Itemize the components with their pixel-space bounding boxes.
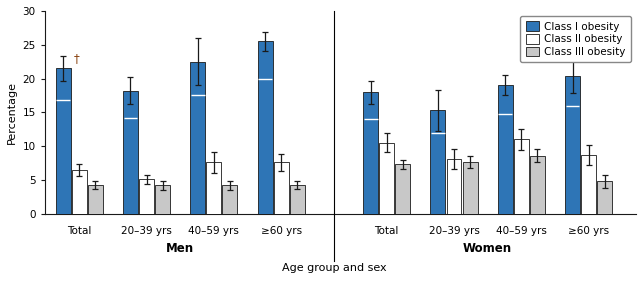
Text: 40–59 yrs: 40–59 yrs xyxy=(188,226,239,236)
Legend: Class I obesity, Class II obesity, Class III obesity: Class I obesity, Class II obesity, Class… xyxy=(520,16,631,62)
Y-axis label: Percentage: Percentage xyxy=(7,81,17,144)
Bar xyxy=(222,185,237,214)
Text: Women: Women xyxy=(463,242,512,255)
Bar xyxy=(462,162,478,214)
Bar xyxy=(597,181,612,214)
Bar xyxy=(72,170,87,214)
Bar xyxy=(430,110,446,214)
Bar xyxy=(274,162,289,214)
Text: 40–59 yrs: 40–59 yrs xyxy=(496,226,547,236)
Bar xyxy=(56,68,71,214)
Text: Men: Men xyxy=(166,242,194,255)
Bar xyxy=(379,143,394,214)
Bar xyxy=(581,155,596,214)
Bar xyxy=(123,91,138,214)
Bar xyxy=(530,156,545,214)
Bar xyxy=(155,185,170,214)
Bar xyxy=(258,41,273,214)
Bar xyxy=(395,165,410,214)
Bar xyxy=(446,159,462,214)
Text: ≥60 yrs: ≥60 yrs xyxy=(568,226,609,236)
Bar xyxy=(290,185,305,214)
Text: 20–39 yrs: 20–39 yrs xyxy=(429,226,480,236)
Text: Total: Total xyxy=(374,226,399,236)
Bar xyxy=(88,185,103,214)
Text: 20–39 yrs: 20–39 yrs xyxy=(121,226,172,236)
Bar xyxy=(139,179,154,214)
Bar xyxy=(363,92,378,214)
Bar xyxy=(514,140,529,214)
Text: Age group and sex: Age group and sex xyxy=(282,263,386,273)
Bar xyxy=(565,76,580,214)
Bar xyxy=(498,85,512,214)
Text: Total: Total xyxy=(67,226,91,236)
Text: †: † xyxy=(73,52,79,65)
Text: ≥60 yrs: ≥60 yrs xyxy=(260,226,302,236)
Bar xyxy=(190,62,205,214)
Bar xyxy=(206,162,221,214)
